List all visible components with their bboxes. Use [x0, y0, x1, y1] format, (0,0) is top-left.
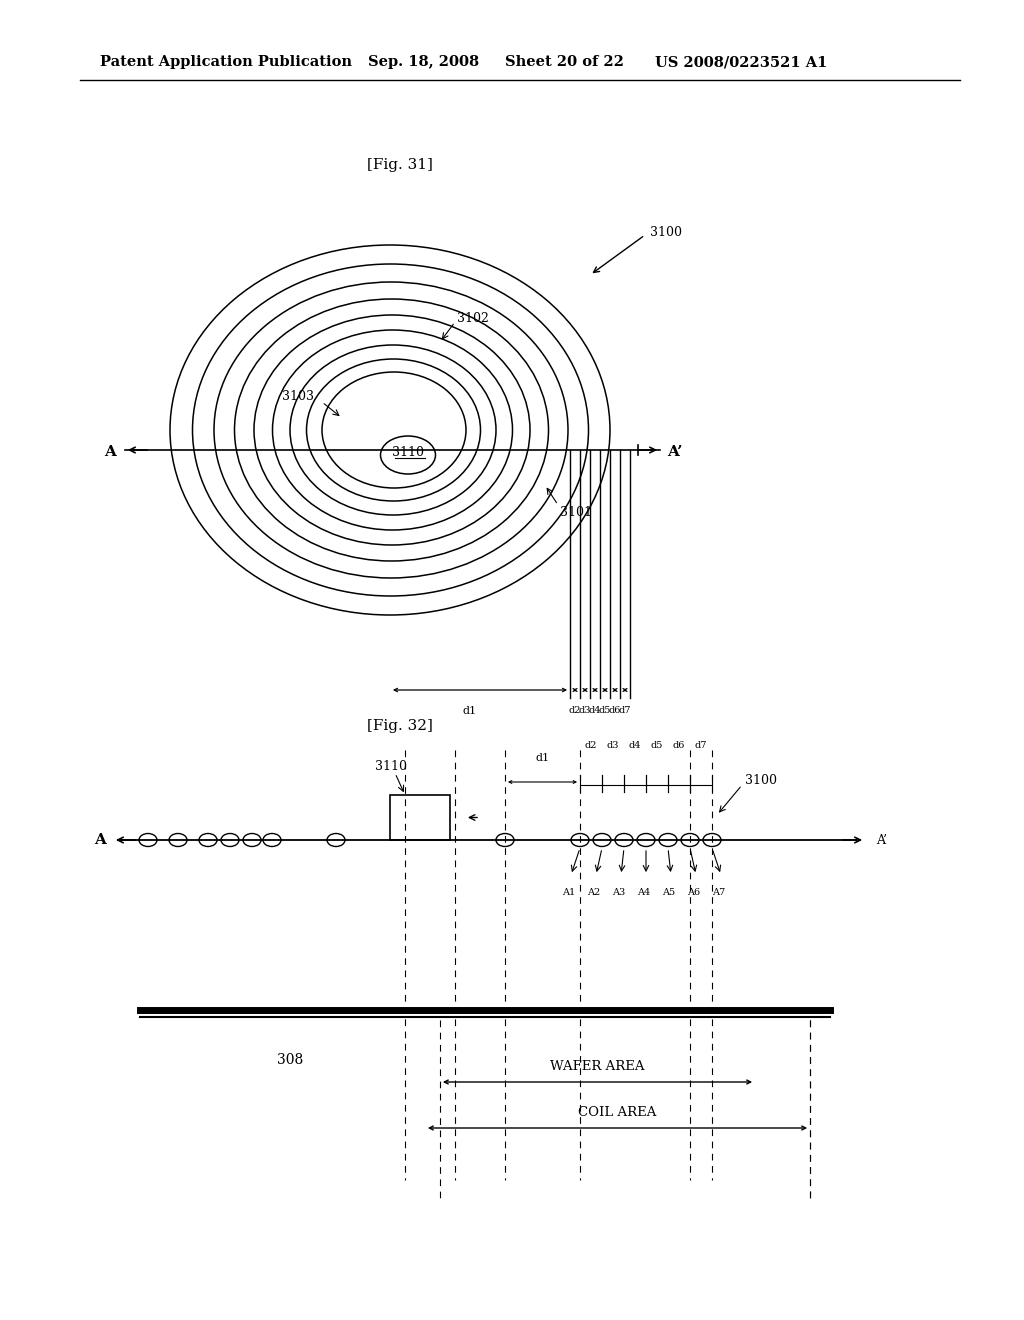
Text: WAFER AREA: WAFER AREA [550, 1060, 645, 1072]
Text: d2: d2 [568, 706, 582, 715]
Text: COIL AREA: COIL AREA [579, 1106, 656, 1118]
Text: US 2008/0223521 A1: US 2008/0223521 A1 [655, 55, 827, 69]
Text: d7: d7 [618, 706, 631, 715]
Text: [Fig. 32]: [Fig. 32] [367, 719, 433, 733]
Text: 3101: 3101 [560, 506, 592, 519]
Text: Patent Application Publication: Patent Application Publication [100, 55, 352, 69]
Text: d3: d3 [607, 742, 620, 751]
Text: 3100: 3100 [745, 774, 777, 787]
Bar [390, 795, 450, 840]
Text: [Fig. 31]: [Fig. 31] [367, 158, 433, 172]
Text: d4: d4 [629, 742, 641, 751]
Text: 308: 308 [276, 1053, 303, 1067]
Text: A5: A5 [663, 888, 676, 898]
Text: d5: d5 [651, 742, 664, 751]
Text: d1: d1 [463, 706, 477, 715]
Text: d6: d6 [673, 742, 685, 751]
Text: d3: d3 [579, 706, 591, 715]
Text: A4: A4 [637, 888, 650, 898]
Text: d7: d7 [694, 742, 708, 751]
Text: d4: d4 [589, 706, 601, 715]
Text: A3: A3 [612, 888, 626, 898]
Text: A1: A1 [562, 888, 575, 898]
Text: 3103: 3103 [282, 389, 314, 403]
Text: 3110: 3110 [375, 760, 407, 774]
Text: d5: d5 [599, 706, 611, 715]
Text: A7: A7 [713, 888, 726, 898]
Text: Sep. 18, 2008: Sep. 18, 2008 [368, 55, 479, 69]
Text: 3102: 3102 [457, 312, 488, 325]
Text: d2: d2 [585, 742, 597, 751]
Text: d1: d1 [536, 752, 550, 763]
Text: A’: A’ [668, 445, 683, 459]
Text: A6: A6 [687, 888, 700, 898]
Text: A: A [94, 833, 105, 847]
Text: 3100: 3100 [650, 226, 682, 239]
Text: d6: d6 [609, 706, 622, 715]
Text: A2: A2 [588, 888, 601, 898]
Text: 3110: 3110 [392, 446, 424, 458]
Text: A’: A’ [877, 833, 888, 846]
Text: Sheet 20 of 22: Sheet 20 of 22 [505, 55, 624, 69]
Text: A: A [104, 445, 116, 459]
